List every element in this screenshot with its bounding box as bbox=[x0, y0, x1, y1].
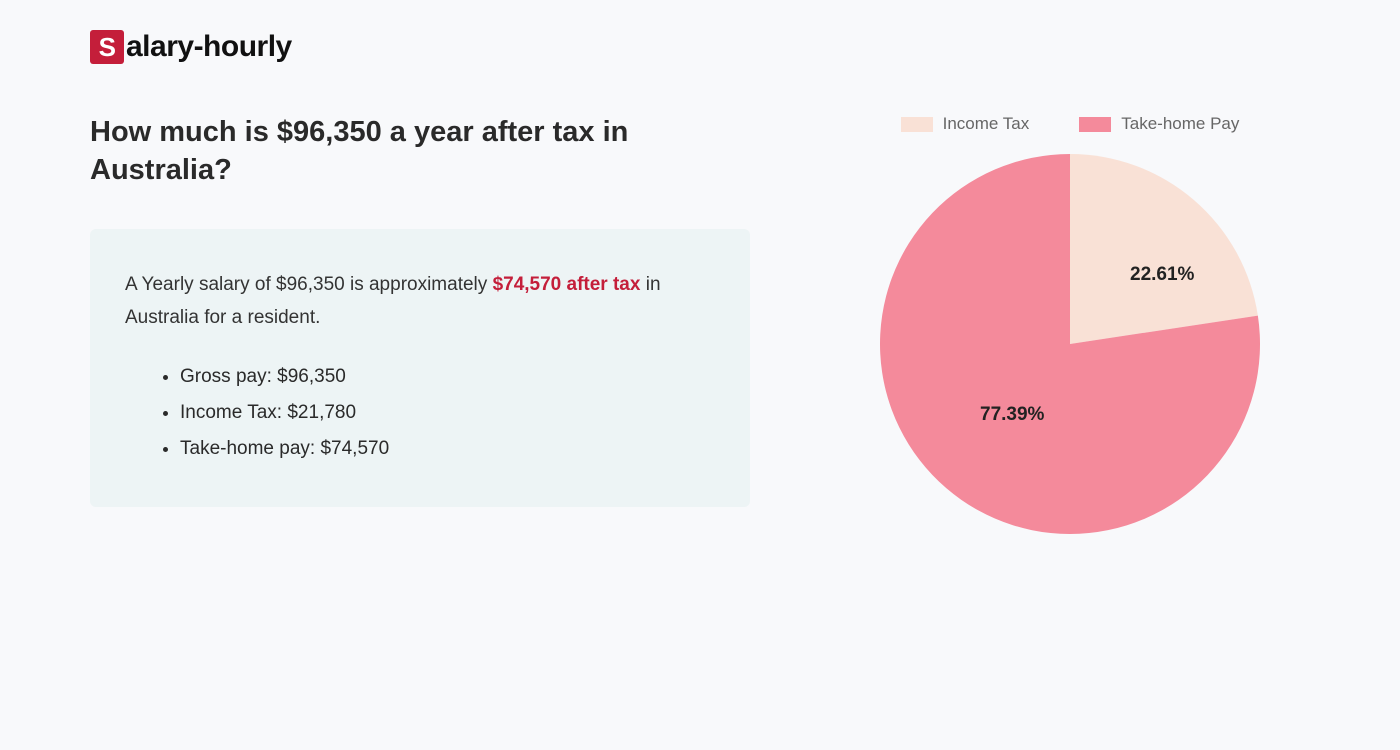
legend-label: Income Tax bbox=[943, 114, 1030, 134]
summary-prefix: A Yearly salary of $96,350 is approximat… bbox=[125, 274, 493, 295]
chart-legend: Income Tax Take-home Pay bbox=[901, 114, 1240, 134]
list-item: Income Tax: $21,780 bbox=[180, 395, 715, 431]
legend-swatch bbox=[901, 117, 933, 132]
breakdown-list: Gross pay: $96,350 Income Tax: $21,780 T… bbox=[125, 359, 715, 467]
list-item: Gross pay: $96,350 bbox=[180, 359, 715, 395]
legend-item-takehome: Take-home Pay bbox=[1079, 114, 1239, 134]
pie-chart: 22.61% 77.39% bbox=[880, 154, 1260, 534]
list-item: Take-home pay: $74,570 bbox=[180, 431, 715, 467]
legend-item-income-tax: Income Tax bbox=[901, 114, 1030, 134]
legend-label: Take-home Pay bbox=[1121, 114, 1239, 134]
main-content: How much is $96,350 a year after tax in … bbox=[90, 114, 1310, 534]
right-column: Income Tax Take-home Pay 22.61% 77.39% bbox=[830, 114, 1310, 534]
slice-label-income-tax: 22.61% bbox=[1130, 264, 1194, 286]
summary-highlight: $74,570 after tax bbox=[493, 274, 641, 295]
summary-box: A Yearly salary of $96,350 is approximat… bbox=[90, 229, 750, 507]
left-column: How much is $96,350 a year after tax in … bbox=[90, 114, 750, 534]
logo-letter: S bbox=[90, 30, 124, 64]
summary-paragraph: A Yearly salary of $96,350 is approximat… bbox=[125, 269, 715, 334]
site-logo: Salary-hourly bbox=[90, 30, 1310, 64]
page-title: How much is $96,350 a year after tax in … bbox=[90, 114, 750, 189]
slice-label-takehome: 77.39% bbox=[980, 404, 1044, 426]
logo-text: alary-hourly bbox=[126, 30, 292, 64]
legend-swatch bbox=[1079, 117, 1111, 132]
pie-svg bbox=[880, 154, 1260, 534]
